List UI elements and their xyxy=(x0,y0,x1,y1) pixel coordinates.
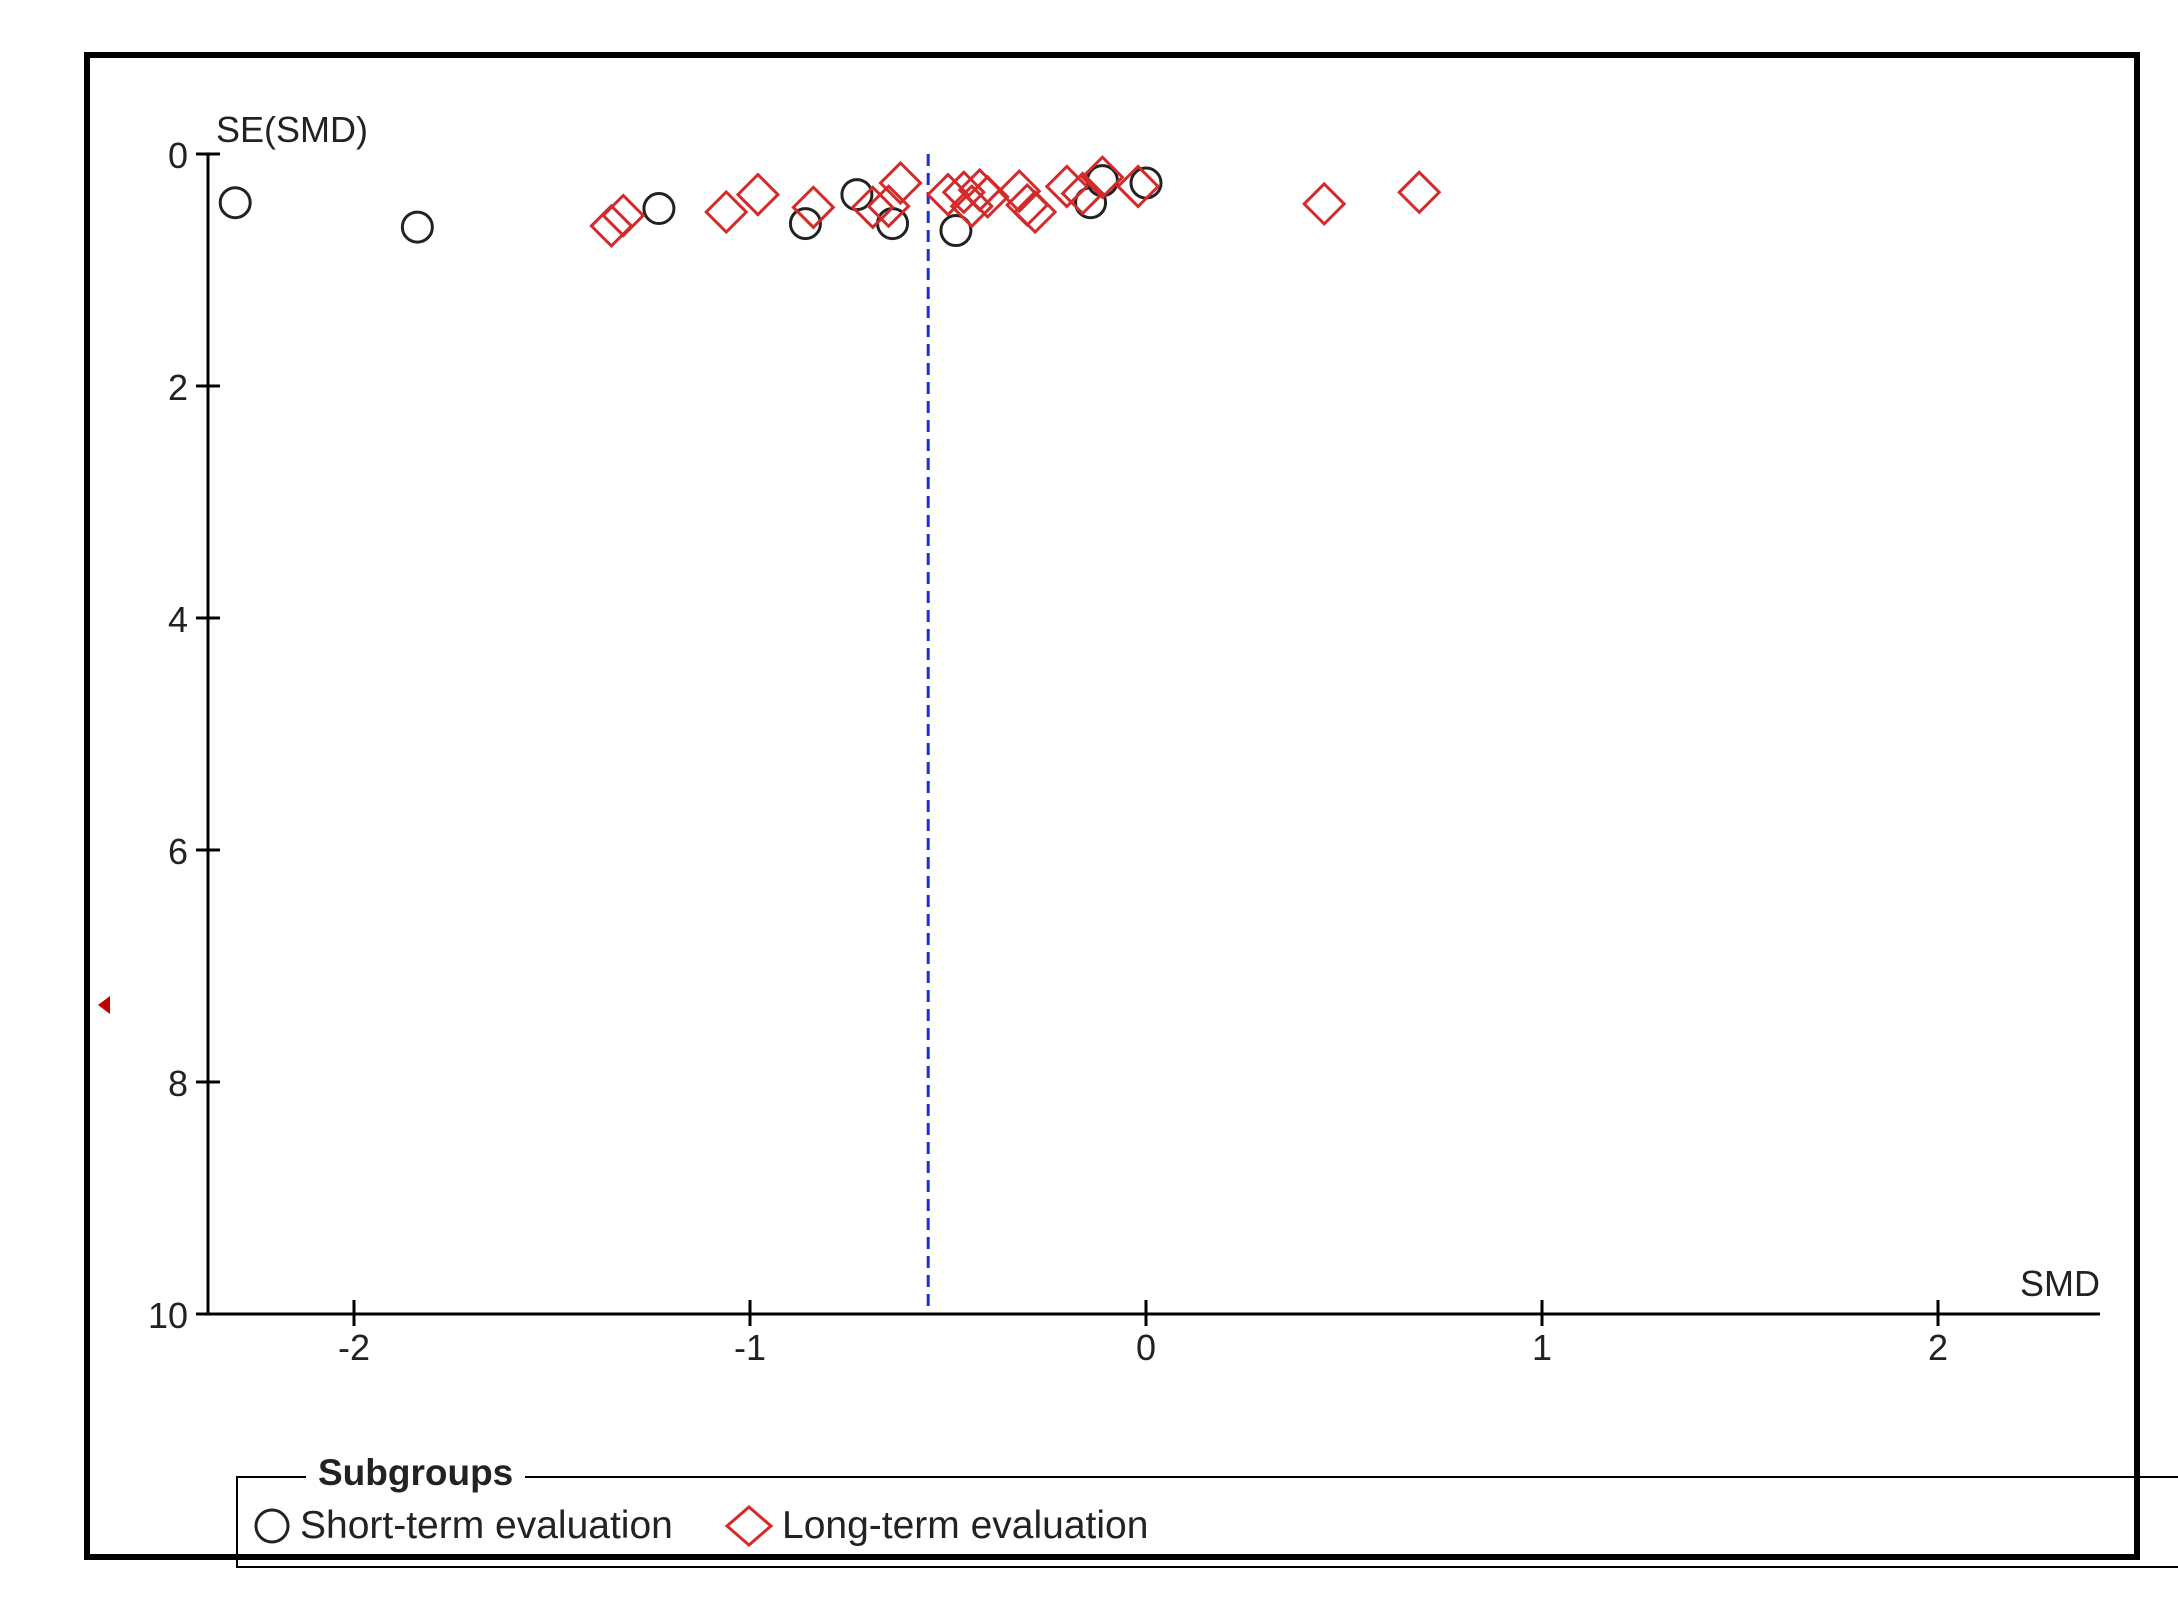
long-term-point xyxy=(1012,189,1058,235)
long-term-point xyxy=(589,203,634,249)
figure-frame: 0 2 4 6 8 10 -2 -1 0 1 2 SE(SMD) SMD Subgroups Short… xyxy=(84,52,2178,1568)
long-term-point xyxy=(1115,164,1161,209)
y-tick-label: 2 xyxy=(168,367,188,408)
long-term-point xyxy=(1044,164,1089,209)
long-term-point xyxy=(791,185,836,230)
x-tick-label: 1 xyxy=(1532,1327,1552,1368)
y-tick-label: 6 xyxy=(168,831,188,872)
circle-marker-icon xyxy=(254,1508,290,1544)
funnel-plot: 0 2 4 6 8 10 -2 -1 0 1 2 SE(SMD) SMD xyxy=(98,109,2100,1368)
legend-label-short-term: Short-term evaluation xyxy=(300,1504,673,1547)
long-term-point xyxy=(1060,171,1105,216)
short-term-point xyxy=(939,214,973,248)
long-term-point xyxy=(878,160,923,206)
long-term-point xyxy=(704,189,749,235)
short-term-point xyxy=(400,210,434,244)
legend: Subgroups Short-term evaluation Long-ter… xyxy=(236,1452,2178,1568)
y-tick-label: 0 xyxy=(168,135,188,176)
short-term-point xyxy=(642,192,676,226)
long-term-point xyxy=(997,168,1042,214)
x-tick-label: 2 xyxy=(1928,1327,1948,1368)
x-axis-label: SMD xyxy=(2020,1263,2100,1304)
axes: 0 2 4 6 8 10 -2 -1 0 1 2 SE(SMD) SMD xyxy=(148,109,2100,1368)
data-points xyxy=(218,155,1442,249)
long-term-point xyxy=(949,184,994,229)
legend-item-long-term: Long-term evaluation xyxy=(724,1504,1148,1548)
long-term-point xyxy=(1302,181,1347,227)
long-term-point xyxy=(1397,170,1442,215)
short-term-point xyxy=(218,186,252,220)
y-axis-label: SE(SMD) xyxy=(216,109,368,150)
legend-title: Subgroups xyxy=(306,1452,526,1494)
x-tick-label: -1 xyxy=(734,1327,766,1368)
long-term-point xyxy=(1080,155,1125,200)
y-tick-label: 10 xyxy=(148,1295,188,1336)
x-tick-label: 0 xyxy=(1136,1327,1156,1368)
long-term-point xyxy=(735,172,781,217)
diamond-marker-icon xyxy=(724,1505,774,1547)
legend-item-short-term: Short-term evaluation xyxy=(252,1504,673,1548)
x-tick-label: -2 xyxy=(338,1327,370,1368)
y-tick-label: 8 xyxy=(168,1063,188,1104)
legend-label-long-term: Long-term evaluation xyxy=(782,1504,1149,1547)
y-tick-label: 4 xyxy=(168,599,188,640)
long-term-point xyxy=(850,185,895,230)
side-marker-icon xyxy=(98,996,110,1014)
short-term-point xyxy=(788,207,822,241)
long-term-point xyxy=(601,193,646,238)
